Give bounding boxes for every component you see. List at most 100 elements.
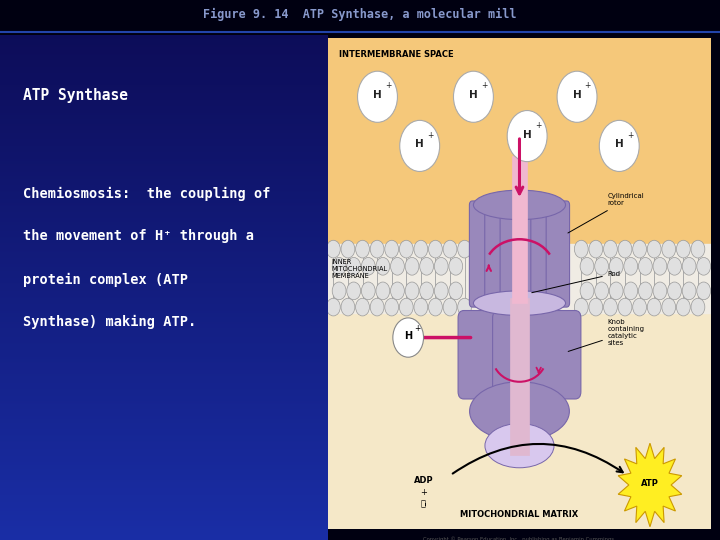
FancyBboxPatch shape [485,201,508,307]
Circle shape [575,240,588,258]
Circle shape [676,298,690,316]
Circle shape [434,282,448,300]
Text: +: + [427,131,433,140]
Circle shape [358,71,397,123]
Circle shape [390,258,405,275]
Circle shape [405,282,419,300]
Bar [328,38,711,244]
Ellipse shape [469,382,570,441]
Circle shape [356,298,369,316]
Circle shape [697,258,711,275]
Text: Copyright © Pearson Education  Inc., publishing as Benjamin Cummings.: Copyright © Pearson Education Inc., publ… [423,537,616,540]
FancyBboxPatch shape [458,310,512,399]
Text: INTERMEMBRANE SPACE: INTERMEMBRANE SPACE [339,50,454,59]
Circle shape [618,298,632,316]
Circle shape [653,258,667,275]
Circle shape [326,240,341,258]
FancyBboxPatch shape [531,201,554,307]
Circle shape [609,282,623,300]
Text: Knob
containing
catalytic
sites: Knob containing catalytic sites [568,319,644,352]
Circle shape [662,240,675,258]
Circle shape [356,240,369,258]
Circle shape [384,298,399,316]
Circle shape [507,111,547,161]
Circle shape [400,120,440,172]
FancyBboxPatch shape [527,310,581,399]
Circle shape [697,282,711,300]
Circle shape [682,258,696,275]
Circle shape [667,258,681,275]
Text: H: H [615,139,624,150]
Circle shape [434,258,448,275]
Text: +: + [385,82,392,91]
Text: Ⓟᵢ: Ⓟᵢ [420,499,427,508]
Circle shape [589,240,603,258]
Text: ATP Synthase: ATP Synthase [23,88,128,103]
Text: H: H [523,130,531,140]
Circle shape [449,258,463,275]
Circle shape [443,240,457,258]
Ellipse shape [474,190,565,220]
Circle shape [384,240,399,258]
Circle shape [420,258,433,275]
Circle shape [691,240,705,258]
Circle shape [662,298,675,316]
Circle shape [376,258,390,275]
FancyBboxPatch shape [516,201,539,307]
Circle shape [454,71,493,123]
Ellipse shape [485,423,554,468]
Circle shape [603,298,617,316]
Text: H: H [415,139,424,150]
Text: H: H [404,331,413,341]
Text: Rod: Rod [532,271,621,293]
Circle shape [647,240,661,258]
Circle shape [599,120,639,172]
Circle shape [390,282,405,300]
Circle shape [428,298,442,316]
Circle shape [603,240,617,258]
Circle shape [361,258,375,275]
Circle shape [595,282,608,300]
Circle shape [347,282,361,300]
FancyBboxPatch shape [492,310,546,399]
Text: +: + [535,121,541,130]
Circle shape [639,282,652,300]
Circle shape [341,240,355,258]
Text: the movement of H⁺ through a: the movement of H⁺ through a [23,230,254,244]
Text: Cylindrical
rotor: Cylindrical rotor [568,193,644,233]
Text: ADP: ADP [414,476,433,484]
Text: +: + [481,82,487,91]
Text: +: + [585,82,591,91]
Circle shape [609,258,623,275]
Circle shape [580,282,594,300]
Circle shape [449,282,463,300]
Bar [328,313,711,529]
Circle shape [691,298,705,316]
Circle shape [414,298,428,316]
Circle shape [376,282,390,300]
Circle shape [326,298,341,316]
Circle shape [633,240,647,258]
Text: ATP: ATP [641,479,659,488]
Circle shape [400,240,413,258]
Bar [512,156,527,303]
Circle shape [589,298,603,316]
Circle shape [361,282,375,300]
Text: Synthase) making ATP.: Synthase) making ATP. [23,315,196,329]
Text: +: + [420,488,427,497]
Text: +: + [415,324,421,333]
Circle shape [580,258,594,275]
Circle shape [667,282,681,300]
Circle shape [341,298,355,316]
Circle shape [624,282,638,300]
Circle shape [370,298,384,316]
Circle shape [653,282,667,300]
Circle shape [557,71,597,123]
Circle shape [618,240,632,258]
FancyBboxPatch shape [469,201,492,307]
Circle shape [420,282,433,300]
Text: H: H [373,90,382,100]
Circle shape [443,298,457,316]
Bar [328,244,711,313]
FancyBboxPatch shape [546,201,570,307]
